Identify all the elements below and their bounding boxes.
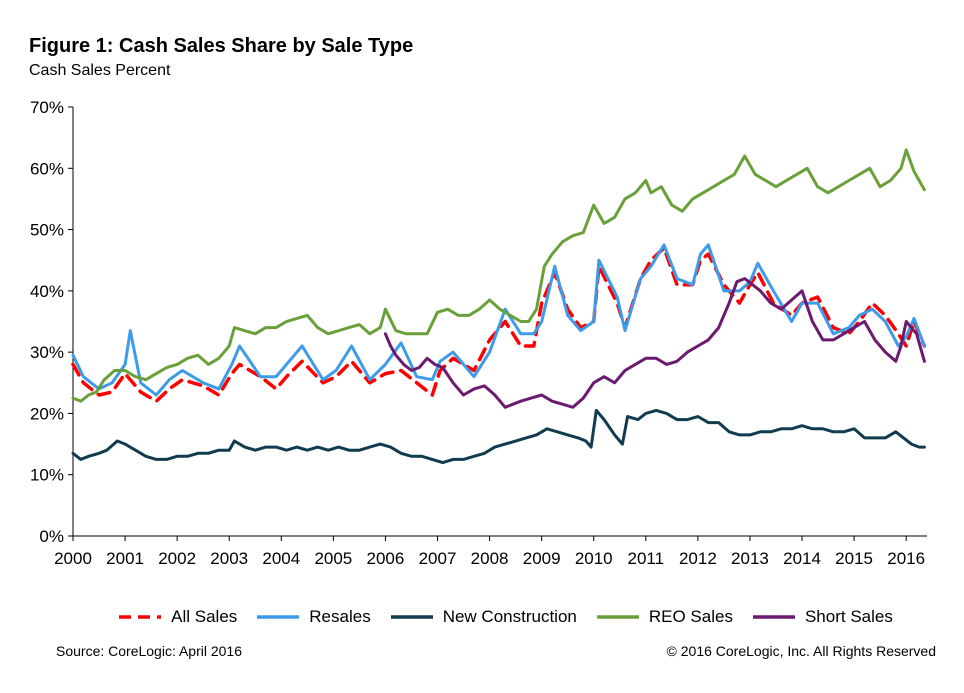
- x-tick-label: 2009: [523, 549, 561, 568]
- series-line-reo-sales: [71, 148, 926, 403]
- legend-label: New Construction: [442, 607, 577, 626]
- chart-title: Figure 1: Cash Sales Share by Sale Type: [29, 35, 414, 57]
- legend-swatch: [752, 615, 795, 619]
- legend-item-reo-sales: REO Sales: [595, 607, 733, 627]
- x-tick-label: 2004: [262, 549, 300, 568]
- x-tick-label: 2006: [367, 549, 405, 568]
- legend-label: All Sales: [171, 607, 238, 626]
- legend-item-short-sales: Short Sales: [751, 607, 893, 627]
- y-tick-label: 40%: [30, 282, 64, 301]
- chart-legend: All Sales Resales New Construction REO Sale…: [70, 607, 940, 627]
- chart-axes: 0% 10% 20% 30% 40% 50% 60% 70% 2000 2001 2002 2003 2…: [30, 98, 927, 568]
- source-note: Source: CoreLogic: April 2016: [56, 643, 242, 659]
- x-tick-label: 2007: [419, 549, 457, 568]
- legend-item-new-construction: New Construction: [389, 607, 577, 627]
- legend-item-all-sales: All Sales: [117, 607, 237, 627]
- x-tick-label: 2008: [471, 549, 509, 568]
- x-tick-label: 2013: [731, 549, 769, 568]
- legend-swatch: [257, 615, 300, 619]
- x-tick-label: 2016: [887, 549, 925, 568]
- series-line-short-sales: [383, 277, 926, 409]
- x-tick-label: 2003: [210, 549, 248, 568]
- y-tick-label: 30%: [30, 343, 64, 362]
- x-tick-label: 2014: [783, 549, 821, 568]
- y-tick-label: 60%: [30, 159, 64, 178]
- legend-label: Resales: [309, 607, 371, 626]
- x-tick-label: 2005: [314, 549, 352, 568]
- y-tick-label: 10%: [30, 466, 64, 485]
- series-line-new-construction: [71, 408, 926, 464]
- line-chart: 0% 10% 20% 30% 40% 50% 60% 70% 2000 2001 2002 2003 2…: [30, 98, 927, 568]
- legend-label: REO Sales: [648, 607, 733, 626]
- chart-subtitle: Cash Sales Percent: [29, 62, 171, 79]
- y-tick-label: 0%: [39, 527, 64, 546]
- x-tick-label: 2012: [679, 549, 717, 568]
- x-tick-label: 2002: [158, 549, 196, 568]
- x-tick-label: 2000: [54, 549, 92, 568]
- legend-swatch: [119, 615, 162, 619]
- chart-series-group: [71, 148, 927, 464]
- x-tick-label: 2011: [628, 549, 665, 568]
- x-tick-label: 2001: [106, 549, 144, 568]
- copyright-note: © 2016 CoreLogic, Inc. All Rights Reserv…: [666, 643, 936, 659]
- legend-swatch: [390, 615, 433, 619]
- legend-label: Short Sales: [804, 607, 893, 626]
- x-tick-label: 2015: [835, 549, 873, 568]
- legend-item-resales: Resales: [255, 607, 371, 627]
- y-tick-label: 50%: [30, 221, 64, 240]
- y-tick-label: 70%: [30, 98, 64, 117]
- series-line-all-sales: [71, 246, 927, 403]
- y-tick-label: 20%: [30, 404, 64, 423]
- legend-swatch: [596, 615, 639, 619]
- x-tick-label: 2010: [575, 549, 613, 568]
- series-line-resales: [71, 243, 926, 397]
